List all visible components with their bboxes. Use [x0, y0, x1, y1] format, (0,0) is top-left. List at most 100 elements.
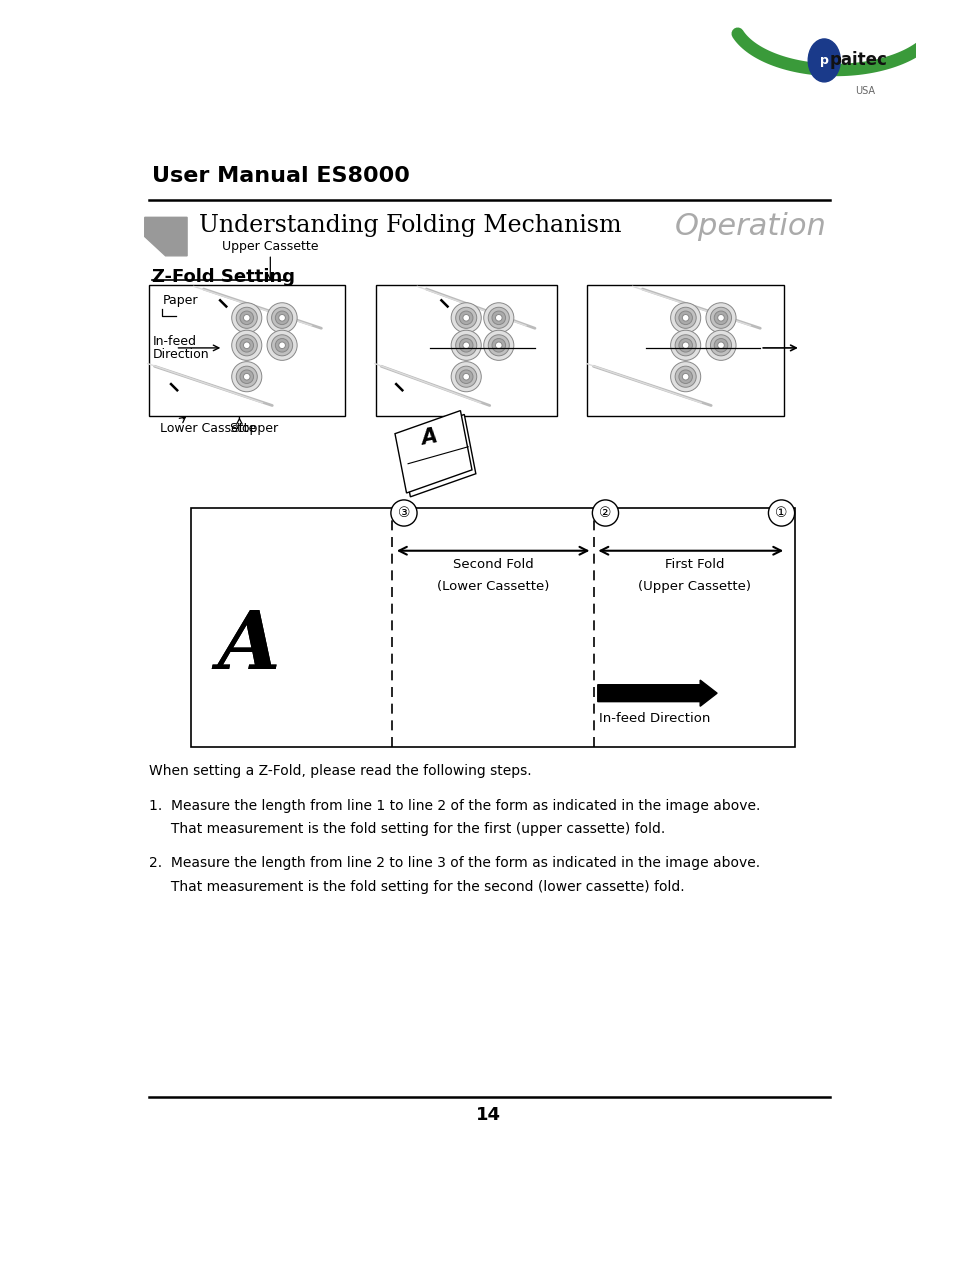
Circle shape	[681, 374, 688, 380]
Circle shape	[670, 331, 700, 360]
Text: Stopper: Stopper	[229, 422, 278, 435]
Circle shape	[236, 308, 257, 328]
Circle shape	[456, 366, 476, 387]
Circle shape	[710, 335, 731, 356]
Circle shape	[243, 342, 250, 349]
Circle shape	[679, 370, 692, 383]
Circle shape	[278, 342, 285, 349]
Circle shape	[710, 308, 731, 328]
Circle shape	[275, 338, 289, 352]
Text: A: A	[419, 426, 438, 449]
Circle shape	[495, 342, 501, 349]
Circle shape	[492, 312, 505, 324]
Text: ①: ①	[775, 506, 787, 520]
Bar	[191, 509, 795, 747]
Polygon shape	[395, 411, 472, 494]
Circle shape	[232, 331, 261, 360]
Bar	[375, 285, 557, 416]
Circle shape	[488, 335, 509, 356]
Text: ②: ②	[598, 506, 611, 520]
Text: Upper Cassette: Upper Cassette	[222, 239, 318, 253]
Text: USA: USA	[855, 85, 875, 95]
Circle shape	[767, 500, 794, 527]
Circle shape	[675, 335, 696, 356]
FancyArrow shape	[598, 681, 717, 706]
Text: (Lower Cassette): (Lower Cassette)	[436, 580, 549, 593]
Circle shape	[462, 374, 469, 380]
Text: When setting a Z-Fold, please read the following steps.: When setting a Z-Fold, please read the f…	[149, 764, 531, 778]
Circle shape	[236, 366, 257, 387]
Circle shape	[717, 342, 723, 349]
Circle shape	[462, 314, 469, 321]
Text: Understanding Folding Mechanism: Understanding Folding Mechanism	[198, 214, 620, 237]
Circle shape	[456, 308, 476, 328]
Text: Second Fold: Second Fold	[453, 558, 533, 571]
Circle shape	[483, 303, 514, 333]
Text: Z-Fold Setting: Z-Fold Setting	[152, 268, 295, 286]
Circle shape	[267, 303, 296, 333]
Circle shape	[275, 312, 289, 324]
Circle shape	[495, 314, 501, 321]
Circle shape	[243, 374, 250, 380]
Circle shape	[456, 335, 476, 356]
Circle shape	[705, 303, 736, 333]
Bar	[149, 285, 345, 416]
Circle shape	[278, 314, 285, 321]
Text: p: p	[819, 53, 828, 67]
Circle shape	[243, 314, 250, 321]
Text: A: A	[217, 608, 279, 686]
Text: ③: ③	[397, 506, 410, 520]
Circle shape	[714, 312, 727, 324]
Circle shape	[681, 342, 688, 349]
Circle shape	[451, 361, 480, 392]
Circle shape	[459, 338, 473, 352]
Circle shape	[717, 314, 723, 321]
Circle shape	[483, 331, 514, 360]
Circle shape	[232, 361, 261, 392]
Circle shape	[459, 370, 473, 383]
Text: Direction: Direction	[152, 349, 209, 361]
Circle shape	[714, 338, 727, 352]
Text: Paper: Paper	[162, 294, 197, 308]
Circle shape	[592, 500, 618, 527]
Text: paitec: paitec	[829, 51, 886, 69]
Circle shape	[240, 312, 253, 324]
Circle shape	[267, 331, 296, 360]
Polygon shape	[398, 415, 476, 497]
Circle shape	[236, 335, 257, 356]
Circle shape	[459, 312, 473, 324]
Circle shape	[705, 331, 736, 360]
Circle shape	[272, 308, 293, 328]
Text: Lower Cassette: Lower Cassette	[160, 422, 256, 435]
Bar	[587, 285, 783, 416]
Text: (Upper Cassette): (Upper Cassette)	[638, 580, 750, 593]
Text: Operation: Operation	[674, 212, 825, 240]
Circle shape	[272, 335, 293, 356]
Circle shape	[240, 338, 253, 352]
Circle shape	[451, 303, 480, 333]
Text: In-feed: In-feed	[152, 335, 196, 349]
Ellipse shape	[807, 39, 840, 81]
Text: 2.  Measure the length from line 2 to line 3 of the form as indicated in the ima: 2. Measure the length from line 2 to lin…	[149, 856, 759, 870]
Circle shape	[232, 303, 261, 333]
Circle shape	[675, 308, 696, 328]
Circle shape	[681, 314, 688, 321]
Circle shape	[451, 331, 480, 360]
Text: 14: 14	[476, 1107, 501, 1124]
Circle shape	[462, 342, 469, 349]
Circle shape	[391, 500, 416, 527]
Circle shape	[492, 338, 505, 352]
Text: 1.  Measure the length from line 1 to line 2 of the form as indicated in the ima: 1. Measure the length from line 1 to lin…	[149, 799, 760, 813]
Text: A: A	[217, 608, 279, 686]
Circle shape	[679, 312, 692, 324]
Circle shape	[488, 308, 509, 328]
Circle shape	[670, 303, 700, 333]
Text: That measurement is the fold setting for the second (lower cassette) fold.: That measurement is the fold setting for…	[149, 879, 683, 893]
Text: In-feed Direction: In-feed Direction	[598, 712, 710, 725]
Circle shape	[240, 370, 253, 383]
Polygon shape	[145, 218, 187, 256]
Circle shape	[670, 361, 700, 392]
Text: User Manual ES8000: User Manual ES8000	[152, 165, 410, 186]
Text: That measurement is the fold setting for the first (upper cassette) fold.: That measurement is the fold setting for…	[149, 822, 664, 836]
Text: First Fold: First Fold	[664, 558, 723, 571]
